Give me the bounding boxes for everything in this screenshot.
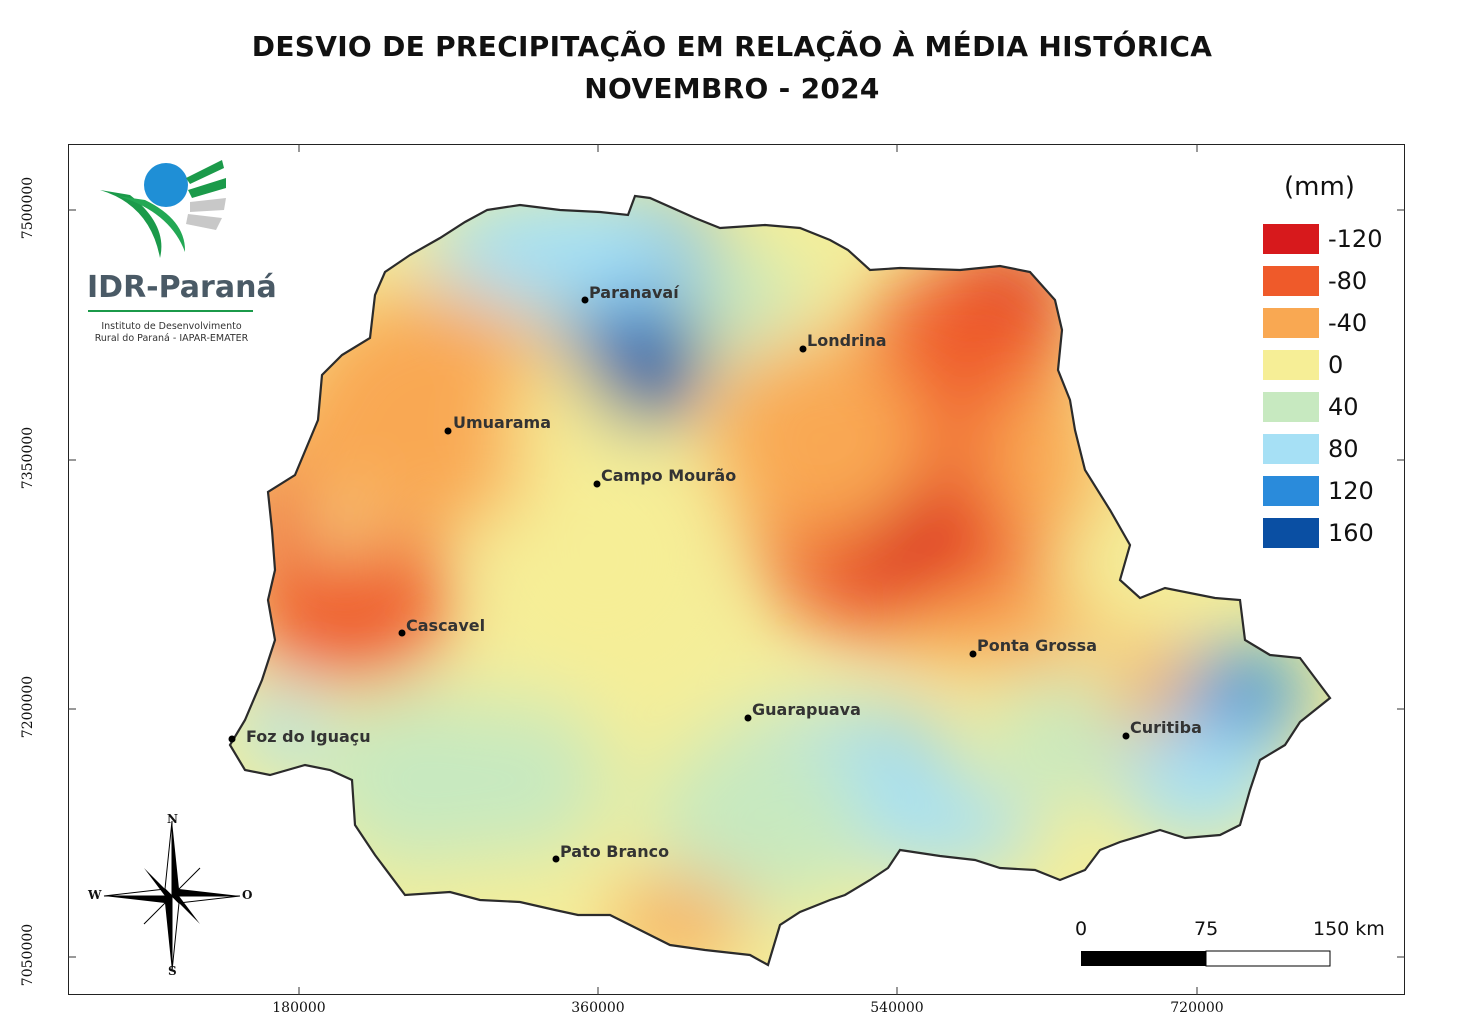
- city-marker: [228, 735, 236, 743]
- y-tick-label: 7500000: [20, 176, 36, 240]
- precipitation-blob: [310, 498, 370, 558]
- precipitation-blob: [650, 730, 870, 910]
- precipitation-blob: [240, 690, 320, 770]
- map-title: DESVIO DE PRECIPITAÇÃO EM RELAÇÃO À MÉDI…: [251, 30, 1213, 63]
- legend-label: -120: [1328, 225, 1383, 253]
- precipitation-blob: [710, 340, 930, 540]
- legend-label: 0: [1328, 351, 1344, 379]
- compass-north-label: N: [167, 812, 178, 826]
- x-tick-label: 540000: [870, 1000, 924, 1016]
- y-tick-label: 7350000: [20, 426, 36, 490]
- x-tick-label: 720000: [1170, 1000, 1224, 1016]
- compass-south-label: S: [168, 964, 177, 978]
- city-marker: [799, 345, 807, 353]
- legend-label: -40: [1328, 309, 1368, 337]
- x-tick-label: 180000: [272, 1000, 326, 1016]
- legend-label: -80: [1328, 267, 1368, 295]
- legend-label: 40: [1328, 393, 1359, 421]
- x-tick-label: 360000: [571, 1000, 625, 1016]
- legend-swatch: [1263, 434, 1319, 464]
- idr-logo-icon: [88, 160, 253, 312]
- city-marker: [744, 714, 752, 722]
- precipitation-blob: [1120, 720, 1280, 840]
- precipitation-blob: [430, 196, 690, 310]
- precipitation-blob: [510, 360, 610, 480]
- precipitation-blob: [490, 450, 710, 670]
- city-marker: [1122, 732, 1130, 740]
- precipitation-blob: [680, 250, 800, 350]
- city-marker: [552, 855, 560, 863]
- logo-subtitle-2: Rural do Paraná - IAPAR-EMATER: [94, 333, 249, 344]
- city-label: Curitiba: [1130, 718, 1202, 737]
- city-marker: [398, 629, 406, 637]
- precipitation-blob: [615, 315, 705, 405]
- precipitation-blob: [1240, 650, 1300, 730]
- scale-bar: [1081, 950, 1331, 967]
- city-marker: [444, 427, 452, 435]
- precipitation-blob: [430, 700, 610, 860]
- precipitation-surface: [230, 196, 1330, 965]
- legend-swatch: [1263, 350, 1319, 380]
- logo-subtitle-1: Instituto de Desenvolvimento: [101, 321, 242, 332]
- logo-name: IDR-Paraná: [87, 270, 277, 305]
- precipitation-blob: [900, 590, 1100, 670]
- scale-label-150: 150 km: [1313, 918, 1385, 940]
- legend-swatch: [1263, 266, 1319, 296]
- city-label: Campo Mourão: [601, 466, 737, 485]
- legend-swatch: [1263, 476, 1319, 506]
- city-label: Umuarama: [453, 413, 552, 432]
- city-marker: [581, 296, 589, 304]
- city-label: Cascavel: [406, 616, 486, 635]
- compass-east-label: O: [242, 888, 253, 902]
- scale-label-0: 0: [1075, 918, 1088, 940]
- y-tick-label: 7200000: [20, 675, 36, 739]
- legend-label: 80: [1328, 435, 1359, 463]
- precipitation-blob: [610, 880, 750, 960]
- precipitation-blob: [980, 380, 1100, 540]
- city-label: Ponta Grossa: [977, 636, 1097, 655]
- legend-title: (mm): [1284, 172, 1355, 202]
- legend-swatch: [1263, 518, 1319, 548]
- city-label: Londrina: [807, 331, 887, 350]
- city-label: Foz do Iguaçu: [246, 727, 371, 746]
- city-marker: [593, 480, 601, 488]
- city-label: Pato Branco: [560, 842, 670, 861]
- legend-label: 120: [1328, 477, 1374, 505]
- map-frame: [68, 144, 1405, 995]
- legend-swatch: [1263, 392, 1319, 422]
- city-marker: [969, 650, 977, 658]
- compass-west-label: W: [88, 888, 102, 902]
- city-label: Paranavaí: [589, 283, 679, 302]
- precipitation-blob: [250, 570, 330, 670]
- map-subtitle: NOVEMBRO - 2024: [584, 72, 880, 105]
- legend-swatch: [1263, 308, 1319, 338]
- y-tick-label: 7050000: [20, 923, 36, 987]
- legend-swatch: [1263, 224, 1319, 254]
- city-label: Guarapuava: [752, 700, 861, 719]
- precipitation-blob: [990, 680, 1130, 800]
- precipitation-blob: [270, 380, 390, 500]
- scale-label-75: 75: [1194, 918, 1219, 940]
- north-arrow-icon: [103, 820, 241, 972]
- legend-label: 160: [1328, 519, 1374, 547]
